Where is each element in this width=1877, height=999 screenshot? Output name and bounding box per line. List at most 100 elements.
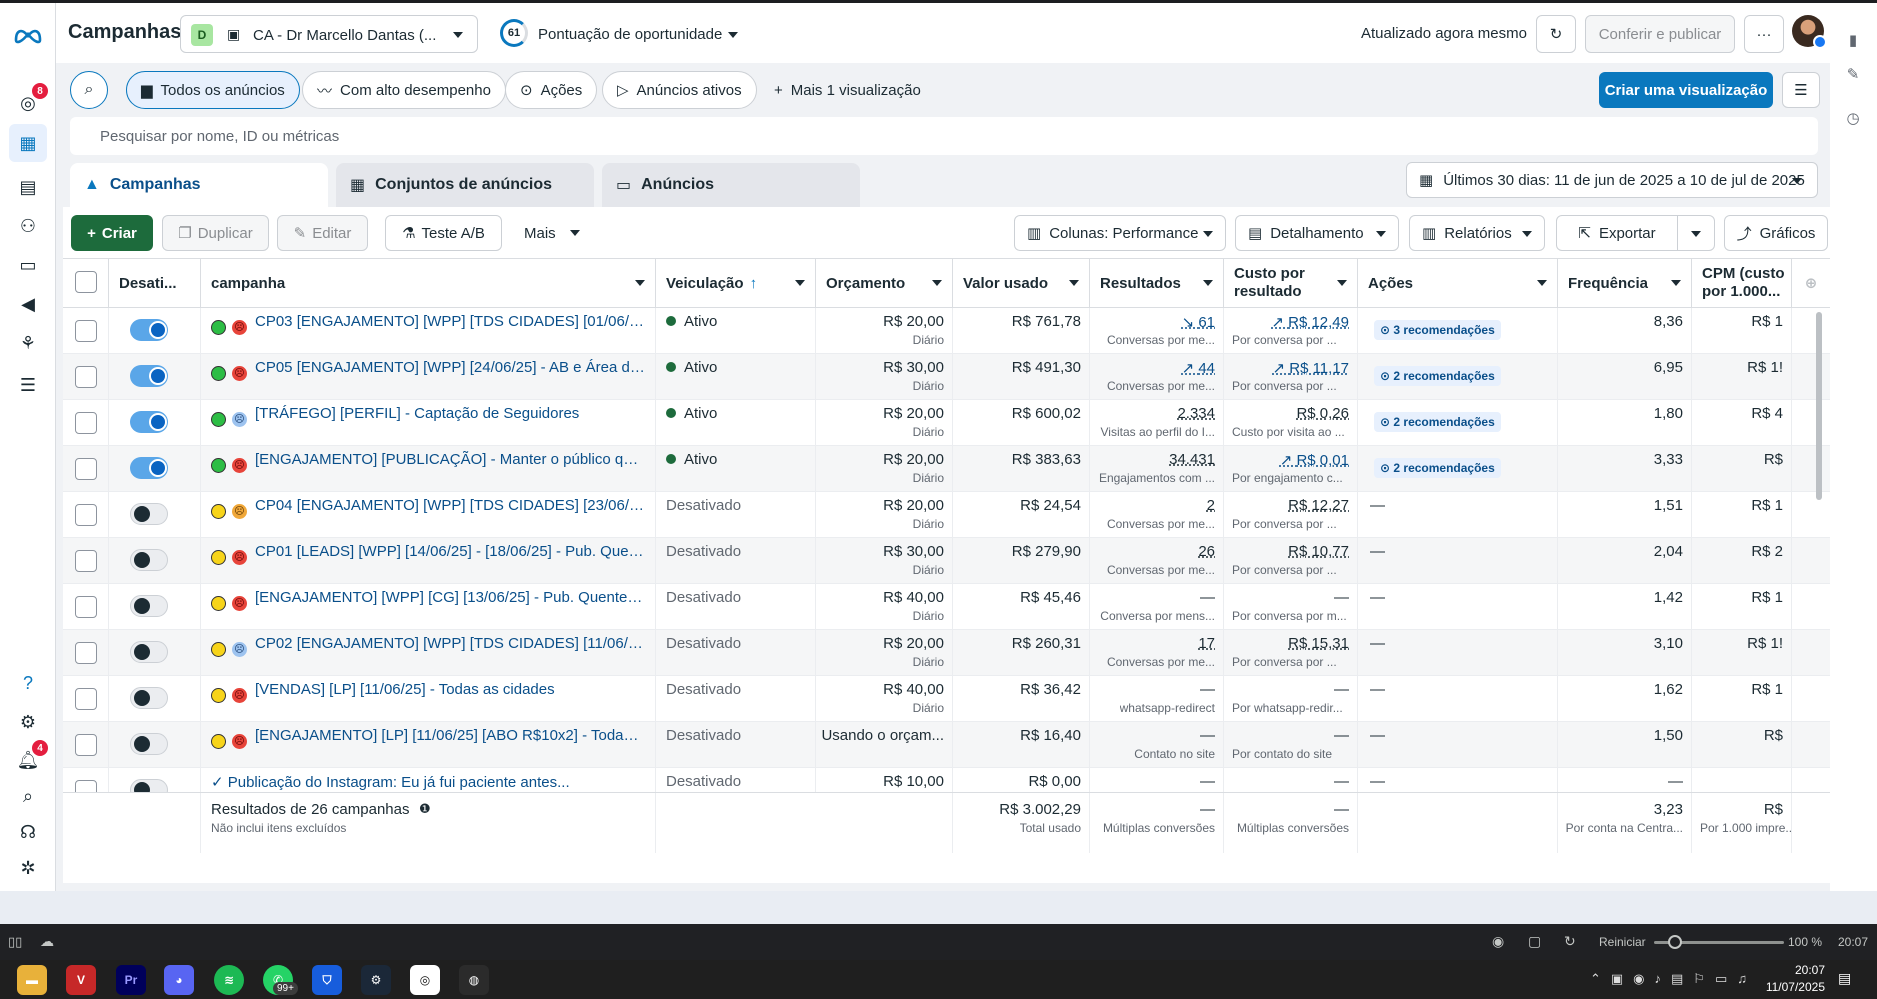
campaign-toggle[interactable] xyxy=(130,457,168,479)
cost-value[interactable]: — xyxy=(1334,681,1349,698)
campaign-name-link[interactable]: [ENGAJAMENTO] [LP] [11/06/25] [ABO R$10x… xyxy=(255,727,645,744)
settings-gear-icon[interactable]: ⚙ xyxy=(19,711,37,732)
discord-icon[interactable]: ◕ xyxy=(164,965,194,995)
campaign-name-link[interactable]: CP04 [ENGAJAMENTO] [WPP] [TDS CIDADES] [… xyxy=(255,497,645,514)
campaign-name-link[interactable]: [ENGAJAMENTO] [PUBLICAÇÃO] - Manter o pú… xyxy=(255,451,645,468)
tiling-icon[interactable]: ▢ xyxy=(1528,933,1542,949)
row-checkbox[interactable] xyxy=(75,734,97,756)
campaign-name-link[interactable]: [VENDAS] [LP] [11/06/25] - Todas as cida… xyxy=(255,681,555,698)
edit-pencil-icon[interactable]: ✎ xyxy=(1846,66,1860,83)
table-row[interactable]: ☹ CP05 [ENGAJAMENTO] [WPP] [24/06/25] - A… xyxy=(63,354,1830,400)
more-options-button[interactable]: ··· xyxy=(1744,15,1784,53)
meta-logo-icon[interactable] xyxy=(12,21,44,49)
view-actions[interactable]: ⊙ Ações xyxy=(505,71,598,109)
cloud-sync-icon[interactable]: ☁ xyxy=(40,933,54,949)
campaign-name-link[interactable]: CP01 [LEADS] [WPP] [14/06/25] - [18/06/2… xyxy=(255,543,645,560)
campaign-toggle[interactable] xyxy=(130,365,168,387)
column-spent[interactable]: Valor usado xyxy=(953,259,1090,307)
filter-settings-button[interactable]: ☰ xyxy=(1782,72,1820,108)
results-value[interactable]: — xyxy=(1200,773,1215,790)
date-range-picker[interactable]: ▦ Últimos 30 dias: 11 de jun de 2025 a 1… xyxy=(1406,162,1818,198)
row-checkbox[interactable] xyxy=(75,642,97,664)
budget-value[interactable]: R$ 40,00 xyxy=(883,589,944,606)
cost-value[interactable]: — xyxy=(1334,589,1349,606)
row-checkbox[interactable] xyxy=(75,366,97,388)
results-value[interactable]: ↘ 61 xyxy=(1181,314,1215,331)
refresh-button[interactable]: ↻ xyxy=(1536,15,1576,53)
results-value[interactable]: 26 xyxy=(1198,543,1215,560)
add-column-icon[interactable]: ⊕ xyxy=(1804,275,1818,292)
business-suite-icon[interactable]: ⚘ xyxy=(19,332,37,353)
bitwarden-icon[interactable]: ⛉ xyxy=(312,965,342,995)
zoom-slider-knob[interactable] xyxy=(1668,935,1682,949)
reload-icon[interactable]: ↻ xyxy=(1564,933,1576,949)
view-high-performance[interactable]: 〰 Com alto desempenho xyxy=(302,71,506,109)
results-value[interactable]: 34.431 xyxy=(1169,451,1215,468)
view-active-ads[interactable]: ▷ Anúncios ativos xyxy=(602,71,757,109)
column-results[interactable]: Resultados xyxy=(1090,259,1224,307)
duplicate-button[interactable]: ❐ Duplicar xyxy=(162,215,269,251)
alerts-bell-icon[interactable]: 🔔︎ 4 xyxy=(14,740,48,774)
results-value[interactable]: ↗ 44 xyxy=(1181,360,1215,377)
campaign-toggle[interactable] xyxy=(130,595,168,617)
chart-icon[interactable]: ▮ xyxy=(1848,32,1858,49)
vivaldi-browser-icon[interactable]: V xyxy=(66,965,96,995)
budget-value[interactable]: R$ 20,00 xyxy=(883,635,944,652)
breakdown-button[interactable]: ▤ Detalhamento xyxy=(1235,215,1399,251)
budget-value[interactable]: R$ 20,00 xyxy=(883,497,944,514)
review-publish-button[interactable]: Conferir e publicar xyxy=(1585,15,1735,53)
campaign-toggle[interactable] xyxy=(130,641,168,663)
vertical-scrollbar[interactable] xyxy=(1816,312,1822,500)
opportunity-score-label[interactable]: Pontuação de oportunidade xyxy=(538,26,723,43)
campaign-name-link[interactable]: CP02 [ENGAJAMENTO] [WPP] [TDS CIDADES] [… xyxy=(255,635,645,652)
spotify-icon[interactable]: ≋ xyxy=(214,965,244,995)
screenshot-icon[interactable]: ◉ xyxy=(1492,933,1505,949)
column-actions[interactable]: Ações xyxy=(1358,259,1558,307)
campaign-toggle[interactable] xyxy=(130,411,168,433)
table-row[interactable]: ☹ CP01 [LEADS] [WPP] [14/06/25] - [18/06/… xyxy=(63,538,1830,584)
campaign-name-link[interactable]: CP05 [ENGAJAMENTO] [WPP] [24/06/25] - AB… xyxy=(255,359,645,376)
column-cost-per-result[interactable]: Custo por resultado xyxy=(1224,259,1358,307)
ads-manager-table-icon[interactable]: ▦ xyxy=(9,124,47,162)
recommendations-badge[interactable]: ⊙ 2 recomendações xyxy=(1374,458,1501,478)
columns-button[interactable]: ▥ Colunas: Performance xyxy=(1014,215,1226,251)
notification-center-icon[interactable]: ▤ xyxy=(1838,970,1852,986)
campaign-toggle[interactable] xyxy=(130,549,168,571)
campaign-megaphone-icon[interactable]: ◀ xyxy=(21,293,35,314)
view-all-ads[interactable]: ▆ Todos os anúncios xyxy=(126,71,300,109)
budget-value[interactable]: Usando o orçam... xyxy=(821,727,944,744)
billing-card-icon[interactable]: ▭ xyxy=(19,254,37,275)
panel-toggle-icon[interactable]: ▯▯ xyxy=(8,934,23,949)
table-row[interactable]: ☹ [ENGAJAMENTO] [PUBLICAÇÃO] - Manter o p… xyxy=(63,446,1830,492)
tab-campaigns[interactable]: ▲ Campanhas xyxy=(70,163,328,207)
export-dropdown-button[interactable] xyxy=(1677,215,1715,251)
tab-ads[interactable]: ▭ Anúncios xyxy=(602,163,860,207)
campaign-name-link[interactable]: CP03 [ENGAJAMENTO] [WPP] [TDS CIDADES] [… xyxy=(255,313,645,330)
results-value[interactable]: 17 xyxy=(1198,635,1215,652)
table-row[interactable]: ☹ [ENGAJAMENTO] [WPP] [CG] [13/06/25] - P… xyxy=(63,584,1830,630)
table-row[interactable]: ☹ CP02 [ENGAJAMENTO] [WPP] [TDS CIDADES] … xyxy=(63,630,1830,676)
row-checkbox[interactable] xyxy=(75,412,97,434)
budget-value[interactable]: R$ 10,00 xyxy=(883,773,944,790)
create-view-button[interactable]: Criar uma visualização xyxy=(1599,72,1773,108)
search-icon[interactable]: ⌕ xyxy=(22,785,34,806)
restart-label[interactable]: Reiniciar xyxy=(1599,935,1646,949)
row-checkbox[interactable] xyxy=(75,320,97,342)
campaign-name-link[interactable]: [ENGAJAMENTO] [WPP] [CG] [13/06/25] - Pu… xyxy=(255,589,645,606)
budget-value[interactable]: R$ 40,00 xyxy=(883,681,944,698)
budget-value[interactable]: R$ 30,00 xyxy=(883,359,944,376)
row-checkbox[interactable] xyxy=(75,458,97,480)
account-selector[interactable]: D ▣ CA - Dr Marcello Dantas (... xyxy=(180,15,478,53)
table-row[interactable]: ☹ [ENGAJAMENTO] [LP] [11/06/25] [ABO R$10… xyxy=(63,722,1830,768)
more-actions-button[interactable]: Mais xyxy=(510,215,590,251)
ab-test-button[interactable]: ⚗ Teste A/B xyxy=(385,215,502,251)
campaign-name-link[interactable]: ✓ Publicação do Instagram: Eu já fui pac… xyxy=(211,774,570,791)
budget-value[interactable]: R$ 20,00 xyxy=(883,313,944,330)
obs-icon[interactable]: ◎ xyxy=(410,965,440,995)
select-all-checkbox[interactable] xyxy=(75,271,97,293)
recommendations-badge[interactable]: ⊙ 3 recomendações xyxy=(1374,320,1501,340)
results-value[interactable]: — xyxy=(1200,681,1215,698)
row-checkbox[interactable] xyxy=(75,504,97,526)
cost-value[interactable]: — xyxy=(1334,727,1349,744)
support-icon[interactable]: ☊ xyxy=(20,821,36,842)
